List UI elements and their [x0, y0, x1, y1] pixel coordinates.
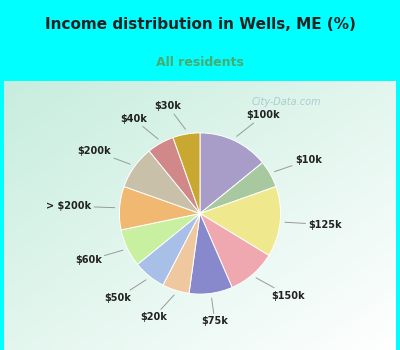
- Wedge shape: [189, 214, 232, 294]
- Wedge shape: [173, 133, 200, 214]
- Text: $30k: $30k: [155, 101, 186, 129]
- Text: $40k: $40k: [120, 114, 158, 139]
- Text: > $200k: > $200k: [46, 201, 115, 211]
- Wedge shape: [163, 214, 200, 293]
- Text: $75k: $75k: [201, 298, 228, 326]
- Wedge shape: [200, 133, 262, 214]
- Text: Income distribution in Wells, ME (%): Income distribution in Wells, ME (%): [44, 17, 356, 32]
- Text: $150k: $150k: [256, 278, 305, 301]
- Text: City-Data.com: City-Data.com: [252, 97, 321, 107]
- Wedge shape: [200, 187, 281, 256]
- Text: $125k: $125k: [285, 220, 342, 230]
- Wedge shape: [200, 163, 276, 214]
- Wedge shape: [149, 138, 200, 214]
- Text: All residents: All residents: [156, 56, 244, 69]
- Wedge shape: [200, 214, 269, 287]
- Wedge shape: [119, 187, 200, 230]
- Text: $20k: $20k: [140, 295, 174, 322]
- Text: $50k: $50k: [104, 280, 146, 303]
- Wedge shape: [124, 151, 200, 214]
- Wedge shape: [138, 214, 200, 285]
- Text: $60k: $60k: [75, 250, 123, 265]
- Text: $100k: $100k: [237, 110, 280, 136]
- Text: $200k: $200k: [78, 146, 130, 164]
- Wedge shape: [121, 214, 200, 264]
- Text: $10k: $10k: [274, 155, 322, 172]
